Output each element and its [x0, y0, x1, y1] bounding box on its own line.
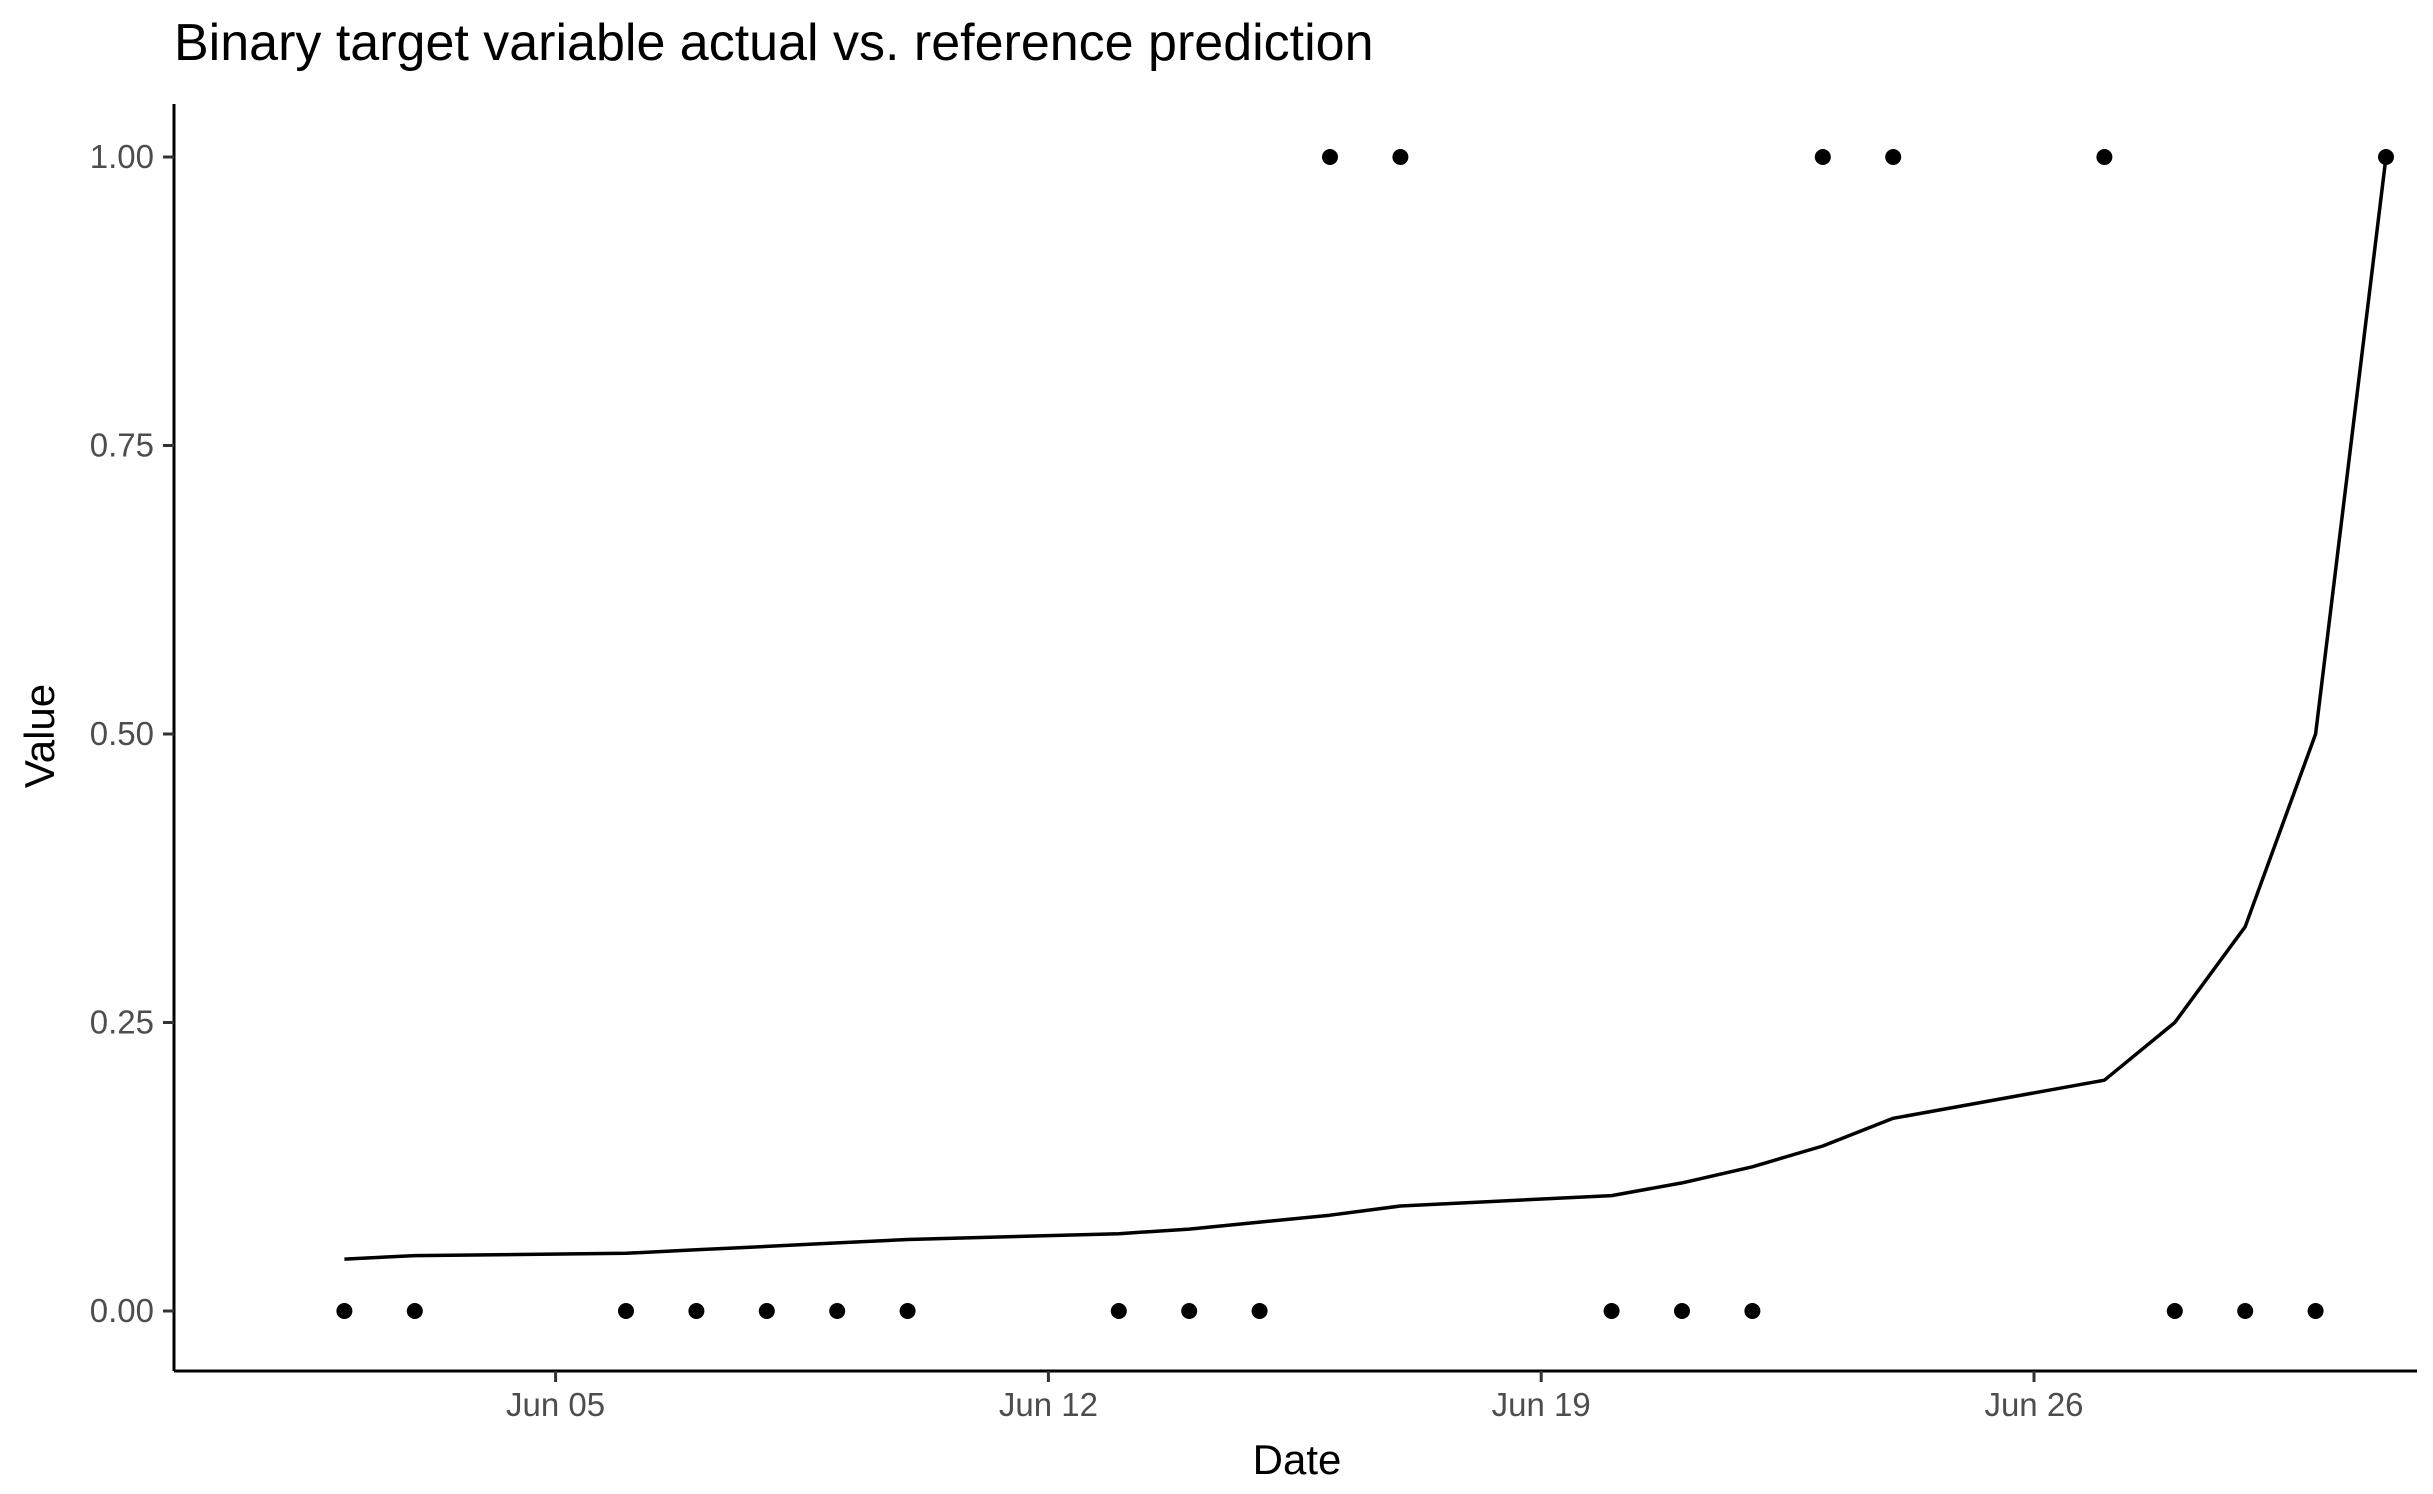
- y-axis-title: Value: [16, 684, 63, 788]
- prediction-line: [344, 156, 2388, 1261]
- data-point: [688, 1303, 705, 1319]
- data-point: [1603, 1303, 1620, 1319]
- x-tick-label: Jun 19: [1492, 1386, 1591, 1423]
- data-point: [758, 1303, 775, 1319]
- y-tick-label: 0.75: [90, 427, 154, 464]
- data-point: [1744, 1303, 1761, 1319]
- plot-area: 0.00 0.25 0.50 0.75 1.00 Jun 05 Jun 12 Jun 19 Ju…: [90, 104, 2417, 1423]
- x-tick-label: Jun 26: [1984, 1386, 2083, 1423]
- data-point: [899, 1303, 916, 1319]
- x-tick-label: Jun 05: [506, 1386, 605, 1423]
- data-point: [2307, 1303, 2324, 1319]
- data-point: [618, 1303, 634, 1319]
- y-tick-label: 1.00: [90, 138, 154, 175]
- data-point: [2378, 149, 2394, 165]
- data-point: [2237, 1303, 2254, 1319]
- data-point: [1110, 1303, 1127, 1319]
- data-point: [1814, 149, 1831, 165]
- data-point: [2166, 1303, 2183, 1319]
- data-point: [1322, 149, 1338, 165]
- x-tick-label: Jun 12: [999, 1386, 1098, 1423]
- x-axis-title: Date: [1253, 1436, 1342, 1483]
- data-point: [1674, 1303, 1690, 1319]
- data-point: [1251, 1303, 1268, 1319]
- data-point: [406, 1303, 423, 1319]
- y-tick-label: 0.50: [90, 715, 154, 752]
- chart-title: Binary target variable actual vs. refere…: [174, 14, 1374, 72]
- data-point: [829, 1303, 846, 1319]
- y-tick-label: 0.25: [90, 1004, 154, 1041]
- data-point: [1885, 149, 1902, 165]
- y-tick-label: 0.00: [90, 1292, 154, 1329]
- data-point: [336, 1303, 353, 1319]
- data-point: [1392, 149, 1409, 165]
- data-point: [2096, 149, 2113, 165]
- data-point: [1181, 1303, 1198, 1319]
